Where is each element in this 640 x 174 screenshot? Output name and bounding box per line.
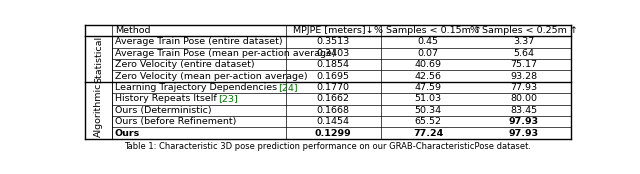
Text: 77.93: 77.93 (510, 83, 537, 92)
Text: 0.1668: 0.1668 (317, 106, 349, 115)
Text: 40.69: 40.69 (415, 60, 442, 69)
Text: Ours: Ours (115, 129, 140, 138)
Text: 47.59: 47.59 (415, 83, 442, 92)
Text: Algorithmic: Algorithmic (94, 83, 103, 137)
Text: Method: Method (115, 26, 150, 35)
Text: 93.28: 93.28 (510, 72, 537, 81)
Text: 0.1770: 0.1770 (317, 83, 349, 92)
Text: [23]: [23] (218, 94, 237, 103)
Text: Table 1: Characteristic 3D pose prediction performance on our GRAB-Characteristi: Table 1: Characteristic 3D pose predicti… (125, 142, 531, 151)
Text: 51.03: 51.03 (415, 94, 442, 103)
Text: Average Train Pose (entire dataset): Average Train Pose (entire dataset) (115, 37, 282, 46)
Text: 0.1854: 0.1854 (317, 60, 349, 69)
Text: 0.07: 0.07 (418, 49, 439, 58)
Text: 42.56: 42.56 (415, 72, 442, 81)
Text: 0.1695: 0.1695 (317, 72, 349, 81)
Text: % Samples < 0.15m ↑: % Samples < 0.15m ↑ (374, 26, 482, 35)
Text: MPJPE [meters]↓: MPJPE [meters]↓ (292, 26, 373, 35)
Text: 3.37: 3.37 (513, 37, 534, 46)
Text: Zero Velocity (mean per-action average): Zero Velocity (mean per-action average) (115, 72, 307, 81)
Text: Average Train Pose (mean per-action average): Average Train Pose (mean per-action aver… (115, 49, 335, 58)
Text: History Repeats Itself: History Repeats Itself (115, 94, 216, 103)
Text: [24]: [24] (278, 83, 298, 92)
Text: Zero Velocity (entire dataset): Zero Velocity (entire dataset) (115, 60, 254, 69)
Text: 77.24: 77.24 (413, 129, 444, 138)
Text: Statistical: Statistical (94, 35, 103, 83)
Text: 65.52: 65.52 (415, 117, 442, 126)
Text: % Samples < 0.25m ↑: % Samples < 0.25m ↑ (470, 26, 577, 35)
Text: 97.93: 97.93 (508, 117, 538, 126)
Text: 80.00: 80.00 (510, 94, 537, 103)
Text: Ours (Deterministic): Ours (Deterministic) (115, 106, 211, 115)
Text: 0.1299: 0.1299 (315, 129, 351, 138)
Text: 5.64: 5.64 (513, 49, 534, 58)
Text: Ours (before Refinement): Ours (before Refinement) (115, 117, 236, 126)
Text: 83.45: 83.45 (510, 106, 537, 115)
Text: 0.1662: 0.1662 (317, 94, 349, 103)
Text: 50.34: 50.34 (415, 106, 442, 115)
Text: 0.1454: 0.1454 (317, 117, 349, 126)
Text: 0.3403: 0.3403 (316, 49, 349, 58)
Text: 0.3513: 0.3513 (316, 37, 349, 46)
Text: 0.45: 0.45 (418, 37, 439, 46)
Text: 97.93: 97.93 (508, 129, 538, 138)
Text: 75.17: 75.17 (510, 60, 537, 69)
Text: Learning Trajectory Dependencies: Learning Trajectory Dependencies (115, 83, 277, 92)
